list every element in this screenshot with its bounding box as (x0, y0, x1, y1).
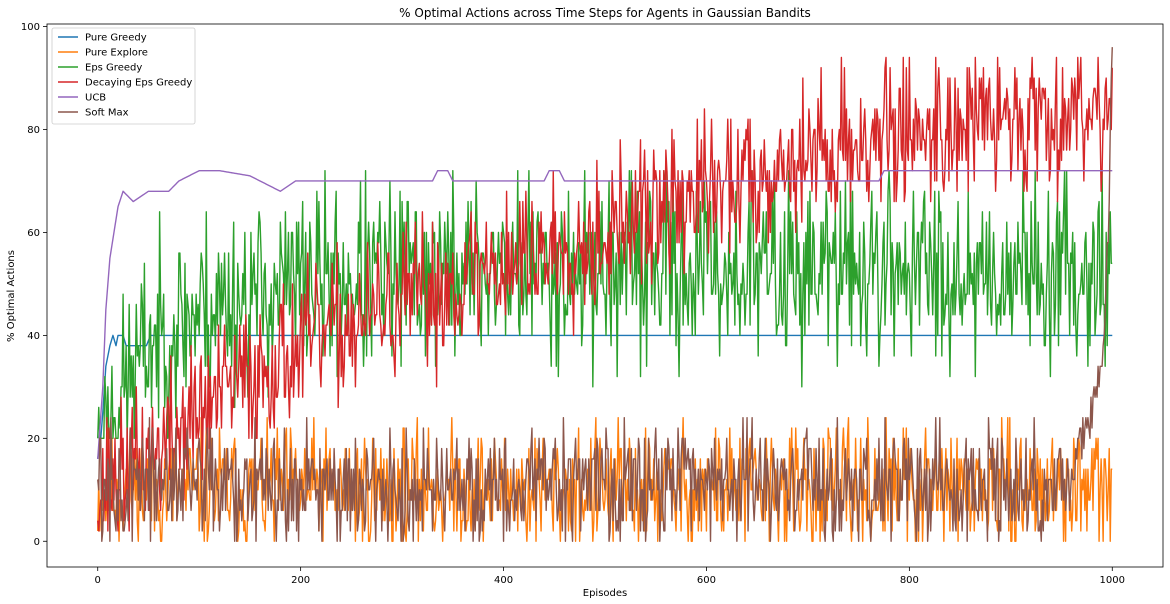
series-line-soft-max (97, 47, 1113, 542)
plot-frame (46, 23, 1164, 568)
legend-label: Soft Max (85, 108, 129, 119)
y-tick-label: 100 (21, 22, 40, 33)
y-tick-label: 60 (27, 228, 40, 239)
x-tick-label: 600 (697, 575, 716, 586)
x-axis: 0 200 400 600 800 1000 (95, 567, 1125, 586)
x-tick-label: 1000 (1100, 575, 1125, 586)
y-axis: 0 20 40 60 80 100 (21, 22, 47, 548)
x-axis-label: Episodes (583, 588, 627, 599)
y-tick-label: 80 (27, 125, 40, 136)
legend-label: Decaying Eps Greedy (85, 78, 192, 89)
x-tick-label: 0 (95, 575, 101, 586)
y-tick-label: 40 (27, 331, 40, 342)
legend-label: UCB (85, 93, 106, 104)
y-tick-label: 0 (34, 537, 40, 548)
x-tick-label: 400 (494, 575, 513, 586)
chart-title: % Optimal Actions across Time Steps for … (399, 6, 811, 20)
x-tick-label: 800 (900, 575, 919, 586)
legend: Pure Greedy Pure Explore Eps Greedy Decayin… (51, 27, 196, 125)
legend-label: Eps Greedy (85, 63, 142, 74)
legend-label: Pure Explore (85, 48, 148, 59)
series-layer (97, 47, 1113, 542)
legend-box (51, 27, 196, 125)
series-line-decaying-eps-greedy (97, 56, 1113, 532)
y-axis-label: % Optimal Actions (6, 250, 17, 342)
y-tick-label: 20 (27, 434, 40, 445)
legend-label: Pure Greedy (85, 33, 147, 44)
x-tick-label: 200 (291, 575, 310, 586)
series-line-eps-greedy (97, 169, 1113, 440)
series-line-ucb (97, 169, 1113, 459)
